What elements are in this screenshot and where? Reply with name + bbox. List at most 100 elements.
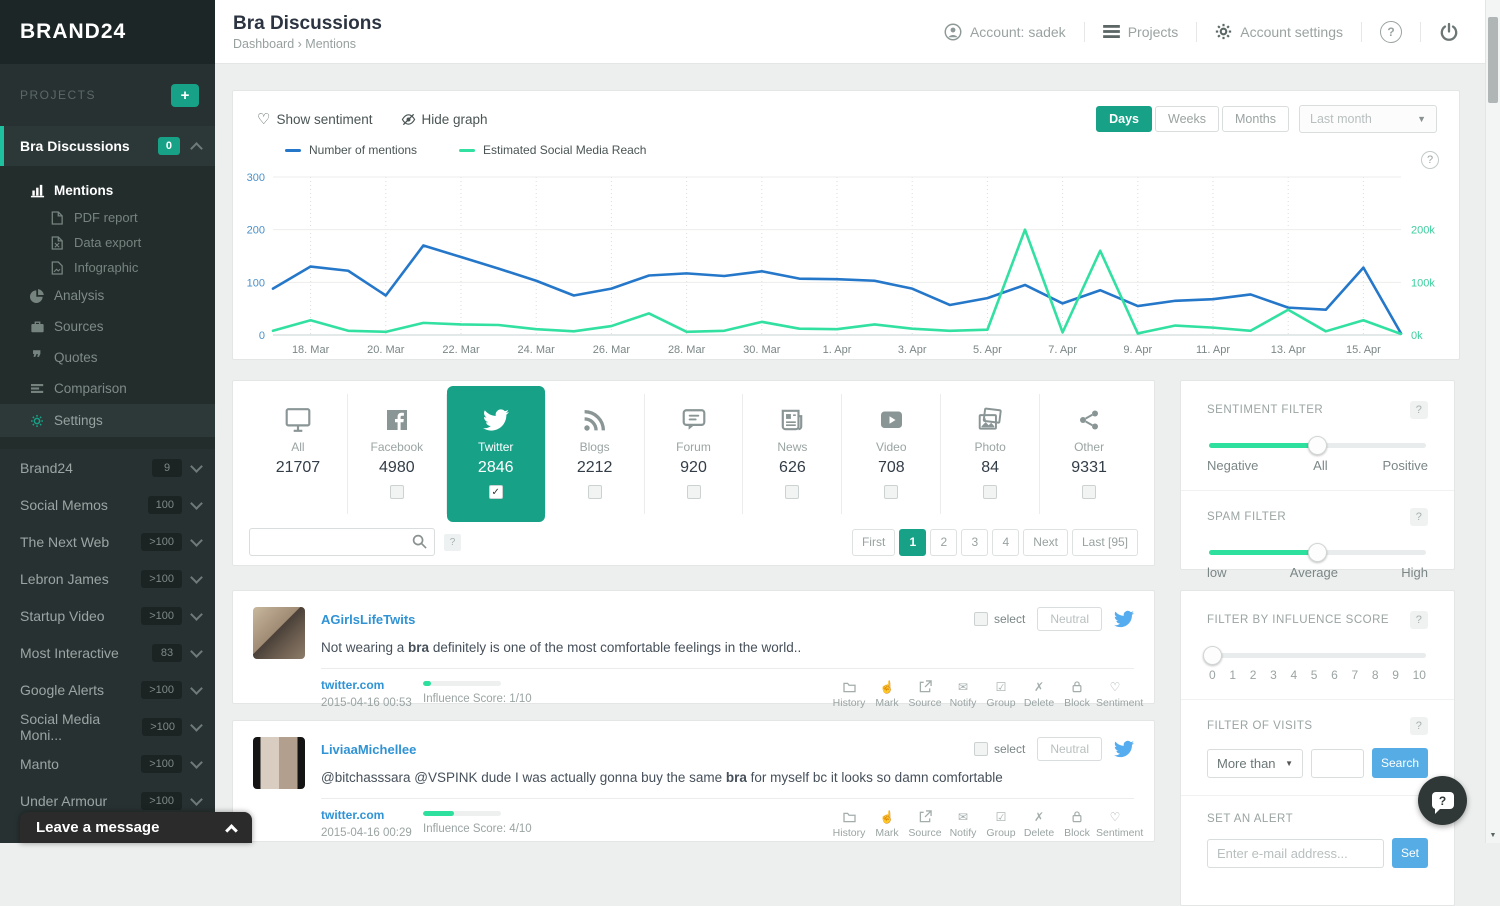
twitter-icon[interactable]	[1114, 739, 1134, 759]
source-checkbox-video[interactable]	[884, 485, 899, 499]
action-notify[interactable]: ✉ Notify	[944, 678, 982, 709]
sidebar-project[interactable]: Social Memos 100	[0, 486, 215, 523]
action-source[interactable]: Source	[906, 808, 944, 839]
menu-item-quotes[interactable]: ❞ Quotes	[0, 342, 215, 373]
spam-slider[interactable]	[1209, 543, 1426, 562]
source-tab-twitter[interactable]: Twitter 2846 ✓	[446, 386, 545, 522]
add-project-button[interactable]: +	[171, 83, 199, 107]
sidebar-project-active[interactable]: Bra Discussions 0	[0, 126, 215, 166]
source-tab-photo[interactable]: Photo 84	[941, 394, 1041, 514]
brand-logo[interactable]: BRAND24	[0, 0, 215, 64]
help-button[interactable]: ?	[1380, 20, 1402, 43]
action-history[interactable]: History	[830, 678, 868, 709]
visits-search-button[interactable]: Search	[1371, 748, 1428, 778]
page-2[interactable]: 2	[930, 528, 958, 556]
sidebar-project[interactable]: Manto >100	[0, 745, 215, 782]
sidebar-project[interactable]: The Next Web >100	[0, 523, 215, 560]
avatar[interactable]	[253, 737, 305, 789]
influence-slider[interactable]	[1202, 646, 1426, 665]
projects-menu[interactable]: Projects	[1085, 24, 1197, 40]
logout-power-button[interactable]	[1421, 22, 1463, 42]
source-checkbox-blogs[interactable]	[587, 485, 602, 499]
legend-reach[interactable]: Estimated Social Media Reach	[459, 143, 646, 157]
help-chat-widget[interactable]: ?	[1418, 776, 1467, 825]
action-sentiment[interactable]: ♡ Sentiment	[1096, 810, 1144, 839]
action-history[interactable]: History	[830, 808, 868, 839]
sidebar-project[interactable]: Most Interactive 83	[0, 634, 215, 671]
avatar[interactable]	[253, 607, 305, 659]
source-checkbox-photo[interactable]	[983, 485, 998, 499]
source-tab-other[interactable]: Other 9331	[1040, 394, 1138, 514]
search-help-button[interactable]: ?	[444, 533, 461, 551]
hide-graph-toggle[interactable]: Hide graph	[401, 112, 488, 127]
account-settings-menu[interactable]: Account settings	[1197, 23, 1361, 40]
sidebar-project[interactable]: Under Armour >100	[0, 782, 215, 819]
action-mark[interactable]: ☝ Mark	[868, 808, 906, 839]
action-delete[interactable]: ✗ Delete	[1020, 678, 1058, 709]
action-sentiment[interactable]: ♡ Sentiment	[1096, 680, 1144, 709]
menu-item-pdf-report[interactable]: PDF report	[0, 205, 215, 230]
spam-help-button[interactable]: ?	[1410, 508, 1428, 526]
mention-username[interactable]: AGirlsLifeTwits	[321, 611, 416, 627]
source-checkbox-forum[interactable]	[686, 485, 701, 499]
sentiment-button[interactable]: Neutral	[1037, 607, 1102, 631]
page-first[interactable]: First	[851, 528, 896, 556]
scrollbar-down-arrow[interactable]: ▼	[1489, 832, 1497, 839]
source-tab-blogs[interactable]: Blogs 2212	[544, 394, 645, 514]
source-tab-facebook[interactable]: Facebook 4980	[348, 394, 447, 514]
influence-help-button[interactable]: ?	[1410, 611, 1428, 629]
sidebar-project[interactable]: Brand24 9	[0, 449, 215, 486]
legend-mentions[interactable]: Number of mentions	[285, 143, 417, 157]
sidebar-project[interactable]: Social Media Moni... >100	[0, 708, 215, 745]
action-mark[interactable]: ☝ Mark	[868, 678, 906, 709]
source-tab-forum[interactable]: Forum 920	[645, 394, 744, 514]
sidebar-project[interactable]: Google Alerts >100	[0, 671, 215, 708]
mention-username[interactable]: LiviaaMichellee	[321, 741, 417, 757]
page-next[interactable]: Next	[1023, 528, 1068, 556]
menu-item-analysis[interactable]: Analysis	[0, 280, 215, 311]
scrollbar-thumb[interactable]	[1488, 17, 1498, 103]
sidebar-project[interactable]: Startup Video >100	[0, 597, 215, 634]
mention-source-link[interactable]: twitter.com	[321, 678, 385, 692]
page-last[interactable]: Last [95]	[1071, 528, 1138, 556]
menu-item-data-export[interactable]: Data export	[0, 230, 215, 255]
mentions-reach-chart[interactable]: 18. Mar 20. Mar 22. Mar 24. Mar 26. Mar 28. M…	[233, 165, 1459, 365]
twitter-icon[interactable]	[1114, 609, 1134, 629]
page-4[interactable]: 4	[992, 528, 1020, 556]
tab-weeks[interactable]: Weeks	[1155, 106, 1219, 132]
chart-help-button[interactable]: ?	[1421, 151, 1439, 169]
action-notify[interactable]: ✉ Notify	[944, 808, 982, 839]
visits-help-button[interactable]: ?	[1410, 717, 1428, 735]
page-1[interactable]: 1	[899, 528, 927, 556]
source-tab-video[interactable]: Video 708	[842, 394, 942, 514]
menu-item-sources[interactable]: Sources	[0, 311, 215, 342]
visits-value-input[interactable]	[1311, 748, 1364, 778]
show-sentiment-toggle[interactable]: ♡ Show sentiment	[257, 111, 373, 128]
menu-item-mentions[interactable]: Mentions	[0, 176, 215, 205]
menu-item-settings[interactable]: Settings	[0, 404, 215, 437]
select-checkbox[interactable]	[973, 742, 988, 756]
source-checkbox-twitter[interactable]: ✓	[488, 485, 503, 499]
mention-source-link[interactable]: twitter.com	[321, 808, 385, 822]
page-3[interactable]: 3	[961, 528, 989, 556]
tab-months[interactable]: Months	[1222, 106, 1289, 132]
menu-item-infographic[interactable]: Infographic	[0, 255, 215, 280]
action-source[interactable]: Source	[906, 678, 944, 709]
source-checkbox-other[interactable]	[1082, 485, 1097, 499]
date-range-select[interactable]: Last month ▼	[1299, 105, 1437, 133]
breadcrumb-dashboard[interactable]: Dashboard	[233, 36, 295, 51]
sidebar-project[interactable]: Lebron James >100	[0, 560, 215, 597]
source-checkbox-facebook[interactable]	[389, 485, 404, 499]
action-delete[interactable]: ✗ Delete	[1020, 808, 1058, 839]
menu-item-comparison[interactable]: Comparison	[0, 373, 215, 404]
action-block[interactable]: Block	[1058, 808, 1096, 839]
action-block[interactable]: Block	[1058, 678, 1096, 709]
sentiment-button[interactable]: Neutral	[1037, 737, 1102, 761]
visits-operator-select[interactable]: More than ▼	[1207, 748, 1303, 778]
action-group[interactable]: ☑ Group	[982, 678, 1020, 709]
select-checkbox[interactable]	[973, 612, 988, 626]
page-scrollbar[interactable]: ▼	[1485, 0, 1500, 843]
source-tab-news[interactable]: News 626	[743, 394, 843, 514]
source-tab-all[interactable]: All 21707	[249, 394, 348, 514]
source-checkbox-news[interactable]	[785, 485, 800, 499]
